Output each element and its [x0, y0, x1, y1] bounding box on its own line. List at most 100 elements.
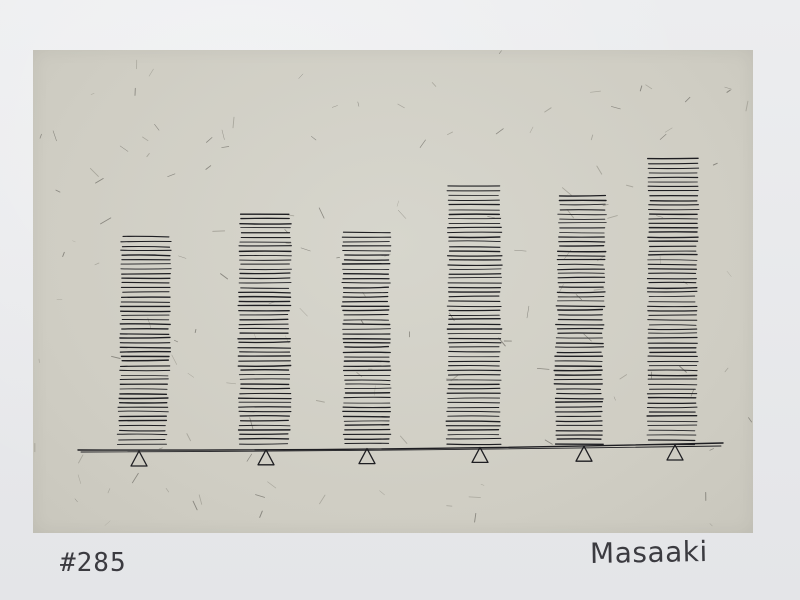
paper-fiber [249, 417, 254, 430]
triangle-marker [666, 444, 684, 461]
paper-fiber [186, 433, 191, 442]
stack-line [558, 194, 607, 197]
paper-fiber [709, 448, 714, 451]
paper-fiber [431, 82, 437, 87]
line-stack [646, 157, 700, 446]
stack-line [121, 281, 170, 284]
paper-fiber [495, 128, 504, 135]
stack-line [342, 415, 391, 418]
stack-line [238, 291, 291, 294]
stack-line [121, 359, 170, 362]
paper-fiber [315, 400, 325, 403]
stack-line [119, 346, 171, 349]
paper-fibers [34, 50, 752, 527]
paper-fiber [487, 216, 496, 219]
stack-line [342, 273, 389, 275]
stack-line [119, 378, 169, 380]
paper-fiber [221, 146, 230, 148]
artist-signature: Masaaki [589, 534, 708, 571]
paper-fiber [536, 368, 550, 370]
stack-line [448, 318, 501, 320]
paper-fiber [679, 365, 687, 373]
paper-fiber [300, 247, 311, 252]
paper-fiber [111, 355, 121, 359]
paper-fiber [62, 251, 65, 257]
line-stack [341, 231, 392, 445]
paper-fiber [165, 487, 170, 493]
paper-fiber [619, 374, 628, 380]
stack-line [118, 439, 166, 441]
stacked-lines-illustration [34, 50, 752, 527]
baseline-stroke [77, 442, 724, 451]
paper-fiber [544, 439, 553, 445]
paper-fiber [311, 136, 317, 141]
stack-line [559, 203, 606, 206]
stack-line [647, 263, 697, 266]
paper-fiber [419, 139, 426, 148]
paper-fiber [299, 308, 308, 317]
paper-fiber [645, 84, 653, 90]
triangle-marker [471, 446, 489, 464]
paper-fiber [74, 498, 78, 503]
paper-fiber [198, 494, 203, 505]
stack-line [237, 364, 292, 368]
stack-line [342, 309, 390, 312]
stack-line [121, 254, 171, 257]
paper-fiber [639, 85, 643, 92]
stack-line [647, 336, 698, 339]
stack-line [555, 420, 603, 423]
stack-line [553, 369, 603, 372]
stack-line [448, 236, 501, 239]
paper-fiber [171, 354, 178, 365]
paper-fiber [259, 510, 263, 518]
stack-line [647, 268, 698, 270]
paper-fiber [625, 184, 634, 188]
paper-fiber [664, 127, 673, 133]
stack-line [342, 323, 391, 326]
stack-line [647, 420, 698, 423]
paper-fiber [206, 137, 213, 143]
stack-line [118, 397, 169, 400]
baseline-stroke [80, 445, 722, 453]
paper-fiber [226, 382, 237, 385]
stack-line [121, 245, 171, 248]
paper-fiber [94, 262, 100, 266]
stack-line [116, 433, 168, 436]
stack-line [119, 333, 170, 335]
stack-line [446, 410, 501, 413]
paper-fiber [119, 145, 129, 152]
paper-fiber [561, 187, 572, 196]
stack-line [342, 286, 390, 289]
stack-line [449, 246, 501, 248]
paper-fiber [590, 134, 594, 141]
paper-fiber [724, 367, 729, 373]
line-stack [116, 235, 172, 445]
paper-fiber [142, 136, 149, 142]
stack-line [448, 364, 500, 367]
paper-fiber [39, 133, 42, 139]
stack-line [554, 360, 603, 362]
print-number: #285 [60, 548, 127, 578]
stack-line [648, 162, 699, 165]
paper-fiber [610, 106, 621, 110]
paper-fiber [558, 284, 564, 294]
baseline-line [77, 442, 724, 453]
stack-line [342, 295, 389, 298]
paper-fiber [596, 165, 603, 175]
paper-fiber [174, 339, 178, 343]
stack-line [648, 295, 696, 298]
paper-fiber [684, 96, 691, 103]
paper-fiber [379, 490, 385, 496]
stack-line [559, 232, 605, 234]
paper-fiber [178, 255, 187, 259]
stack-line [448, 276, 502, 279]
paper-fiber [77, 474, 82, 484]
stack-line [555, 406, 603, 408]
paper-fiber [72, 240, 76, 243]
paper-fiber [566, 209, 574, 219]
paper-fiber [397, 103, 405, 109]
stack-line [556, 388, 602, 390]
paper-fiber [374, 385, 376, 396]
paper-fiber [474, 512, 477, 523]
stack-line [342, 250, 392, 252]
